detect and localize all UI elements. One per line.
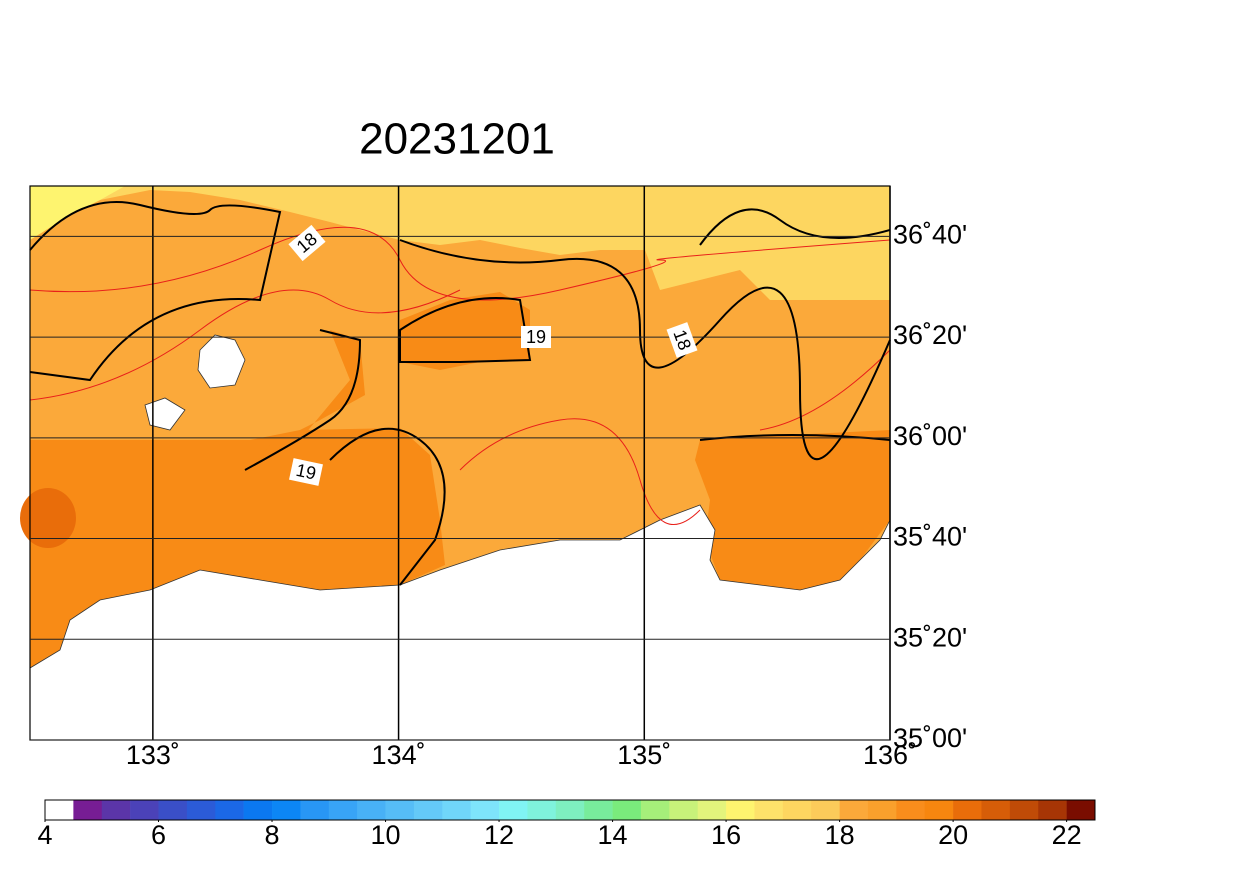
colorbar-box <box>782 800 812 820</box>
colorbar-tick-label: 10 <box>371 820 401 850</box>
contour-label-box <box>289 458 323 486</box>
colorbar-box <box>73 800 103 820</box>
zone <box>30 186 125 240</box>
colorbar-box <box>811 800 840 820</box>
colorbar-box <box>101 800 131 820</box>
contour-label: 19 <box>289 458 323 486</box>
contour-label-text: 19 <box>294 460 318 484</box>
colorbar-box <box>385 800 415 820</box>
lat-tick-label: 36˚00' <box>893 421 967 451</box>
colorbar-box <box>584 800 613 820</box>
colorbar-frame <box>44 799 1096 821</box>
colorbar-tick-label: 18 <box>825 820 855 850</box>
colorbar-box <box>442 800 471 820</box>
lon-tick-label: 136˚ <box>863 740 917 770</box>
colorbar-box <box>186 800 216 820</box>
colorbar-box <box>158 800 188 820</box>
lat-tick-label: 35˚00' <box>893 723 967 753</box>
colorbar-box <box>328 800 358 820</box>
map-title: 20231201 <box>359 115 555 164</box>
colorbar-box <box>924 800 954 820</box>
colorbar-box <box>45 800 74 820</box>
lon-tick-label: 135˚ <box>617 740 671 770</box>
colorbar-box <box>130 800 159 820</box>
colorbar-box <box>272 800 301 820</box>
colorbar-tick-label: 6 <box>151 820 166 850</box>
colorbar-tick-label: 14 <box>598 820 628 850</box>
lat-tick-label: 35˚40' <box>893 522 967 552</box>
colorbar-box <box>697 800 727 820</box>
colorbar-box <box>243 800 273 820</box>
colorbar-box <box>1009 800 1039 820</box>
colorbar-box <box>357 800 386 820</box>
contour-label-box <box>666 322 698 358</box>
colorbar-box <box>640 800 670 820</box>
colorbar-box <box>612 800 642 820</box>
colorbar-tick-label: 4 <box>37 820 52 850</box>
lon-tick-label: 134˚ <box>372 740 426 770</box>
colorbar-tick-label: 20 <box>938 820 968 850</box>
colorbar-box <box>1066 800 1096 820</box>
colorbar-tick-label: 8 <box>265 820 280 850</box>
zone <box>30 186 890 300</box>
contour-label-text: 19 <box>526 327 546 347</box>
contour-label-box <box>288 224 326 262</box>
colorbar-box <box>981 800 1011 820</box>
zone <box>695 430 890 590</box>
colorbar-box <box>867 800 897 820</box>
colorbar-box <box>413 800 443 820</box>
colorbar-box <box>470 800 500 820</box>
colorbar-box <box>754 800 784 820</box>
contours-thin <box>29 226 891 526</box>
zone <box>250 330 365 470</box>
land <box>29 504 891 741</box>
map-area <box>20 186 891 741</box>
colorbar-box <box>839 800 869 820</box>
island <box>197 334 246 389</box>
colorbar-box <box>300 800 330 820</box>
colorbar-box <box>527 800 557 820</box>
colorbar-box <box>1038 800 1067 820</box>
lat-tick-label: 35˚20' <box>893 622 967 652</box>
colorbar-box <box>726 800 755 820</box>
colorbar-box <box>555 800 585 820</box>
colorbar-tick-label: 12 <box>484 820 514 850</box>
lat-tick-label: 36˚20' <box>893 320 967 350</box>
contour-label: 18 <box>666 322 698 358</box>
colorbar-box <box>215 800 244 820</box>
colorbar-tick-label: 22 <box>1052 820 1082 850</box>
colorbar-box <box>953 800 982 820</box>
colorbar-box <box>669 800 699 820</box>
colorbar-tick-label: 16 <box>711 820 741 850</box>
colorbar-box <box>896 800 926 820</box>
contour-label: 19 <box>521 326 551 348</box>
island <box>144 397 186 431</box>
zone <box>30 428 445 668</box>
zone <box>20 488 76 548</box>
colorbar-box <box>499 800 528 820</box>
lat-tick-label: 36˚40' <box>893 219 967 249</box>
lon-tick-label: 133˚ <box>126 740 180 770</box>
contour-label-box <box>521 326 551 348</box>
